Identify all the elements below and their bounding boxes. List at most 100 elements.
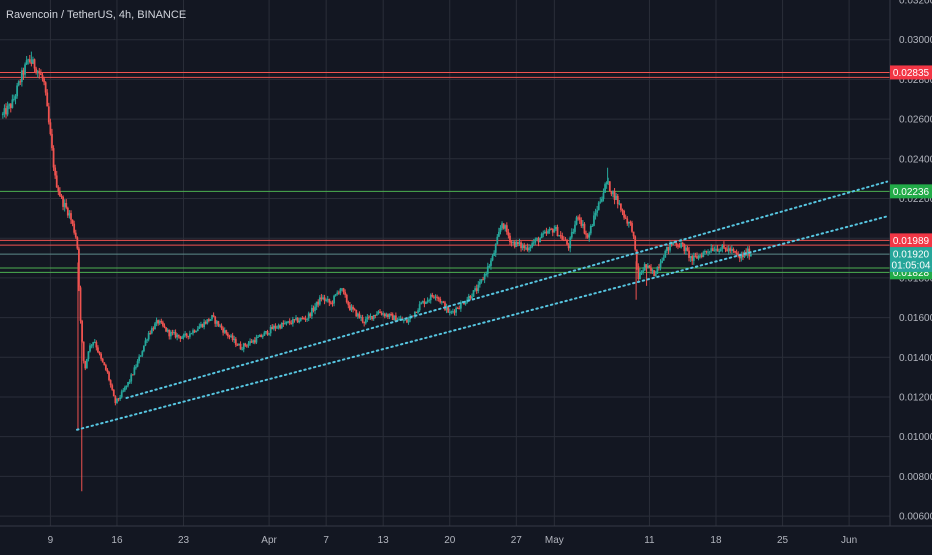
candle-body bbox=[266, 331, 269, 335]
candle-body bbox=[724, 247, 727, 250]
candle-body bbox=[355, 309, 358, 317]
candle-body bbox=[453, 311, 456, 313]
candle-body bbox=[723, 244, 725, 248]
candle-body bbox=[265, 331, 267, 333]
candle-body bbox=[257, 336, 259, 338]
candle-body bbox=[531, 243, 534, 248]
candle-body bbox=[394, 315, 397, 322]
candle-body bbox=[702, 252, 705, 257]
candle-body bbox=[44, 82, 47, 93]
candle-body bbox=[626, 218, 629, 224]
candle-body bbox=[680, 242, 683, 248]
candle-body bbox=[133, 367, 136, 375]
candle-body bbox=[223, 330, 226, 333]
candle-body bbox=[325, 299, 328, 301]
candle-body bbox=[642, 270, 644, 273]
candle-body bbox=[307, 313, 310, 319]
candle-body bbox=[738, 255, 741, 259]
candle-body bbox=[296, 317, 299, 323]
candle-body bbox=[567, 244, 570, 249]
candle-body bbox=[475, 288, 478, 292]
candle-body bbox=[204, 321, 207, 324]
candles bbox=[1, 51, 752, 492]
price-tick-label: 0.01000 bbox=[899, 432, 932, 443]
candle-body bbox=[539, 238, 541, 243]
candle-body bbox=[272, 325, 275, 330]
candle-body bbox=[425, 301, 427, 304]
candle-body bbox=[290, 323, 293, 325]
candle-body bbox=[472, 290, 475, 297]
candle-body bbox=[298, 320, 301, 323]
candle-body bbox=[207, 319, 210, 321]
candle-body bbox=[556, 226, 559, 237]
candle-body bbox=[108, 372, 110, 381]
candle-body bbox=[713, 250, 716, 252]
candle-body bbox=[125, 385, 128, 388]
trend-line[interactable] bbox=[76, 215, 889, 431]
candle-body bbox=[295, 317, 297, 320]
candle-body bbox=[616, 195, 619, 204]
time-tick-label: 16 bbox=[111, 535, 123, 546]
candle-body bbox=[683, 243, 686, 252]
candle-body bbox=[155, 320, 158, 324]
candle-body bbox=[85, 359, 88, 369]
candle-body bbox=[504, 225, 507, 229]
candle-body bbox=[569, 237, 572, 249]
candle-body bbox=[261, 335, 264, 338]
price-axis[interactable]: 0.03200 0.03000 0.02800 0.02600 0.02400 0.022… bbox=[899, 0, 932, 523]
candle-body bbox=[447, 306, 450, 313]
candle-body bbox=[81, 320, 83, 342]
trend-lines[interactable] bbox=[76, 180, 889, 431]
candle-body bbox=[497, 231, 500, 237]
candle-body bbox=[436, 296, 438, 298]
candle-body bbox=[737, 253, 740, 256]
candle-body bbox=[89, 345, 91, 352]
candle-body bbox=[106, 369, 109, 373]
candle-body bbox=[263, 332, 266, 336]
candle-body bbox=[70, 213, 72, 220]
candle-body bbox=[542, 233, 545, 235]
candle-body bbox=[247, 343, 250, 346]
candle-body bbox=[260, 334, 263, 338]
time-tick-label: 7 bbox=[323, 535, 329, 546]
candle-body bbox=[645, 264, 648, 268]
candle-body bbox=[471, 296, 473, 299]
candle-body bbox=[678, 246, 681, 248]
candle-body bbox=[27, 59, 30, 61]
candle-body bbox=[269, 326, 272, 334]
candle-body bbox=[187, 335, 190, 337]
candle-body bbox=[84, 360, 87, 369]
candle-body bbox=[111, 385, 114, 390]
candle-body bbox=[575, 217, 578, 225]
candle-body bbox=[735, 252, 738, 254]
candle-body bbox=[358, 313, 361, 318]
candle-body bbox=[672, 241, 675, 245]
candle-body bbox=[372, 314, 375, 320]
candle-body bbox=[30, 61, 33, 64]
candle-body bbox=[38, 71, 41, 74]
candle-body bbox=[618, 203, 621, 205]
trend-line[interactable] bbox=[125, 180, 889, 399]
candle-body bbox=[415, 311, 418, 313]
candle-body bbox=[152, 328, 155, 330]
candle-body bbox=[391, 314, 394, 321]
candle-body bbox=[689, 256, 692, 258]
candle-body bbox=[407, 319, 410, 323]
horizontal-levels[interactable] bbox=[0, 71, 890, 273]
candle-body bbox=[25, 60, 28, 65]
candle-body bbox=[36, 71, 39, 73]
candle-body bbox=[59, 191, 61, 196]
price-tick-label: 0.01400 bbox=[899, 353, 932, 364]
candle-body bbox=[670, 243, 673, 245]
time-axis[interactable]: 9 16 23 Apr 7 13 20 27 May 11 18 25 Jun bbox=[48, 535, 858, 546]
candle-body bbox=[206, 319, 209, 324]
candle-body bbox=[60, 195, 63, 197]
candle-body bbox=[337, 292, 340, 294]
candle-body bbox=[352, 306, 354, 310]
candle-body bbox=[334, 294, 337, 296]
candle-body bbox=[16, 85, 19, 97]
candle-body bbox=[268, 333, 270, 335]
candle-body bbox=[691, 256, 694, 261]
